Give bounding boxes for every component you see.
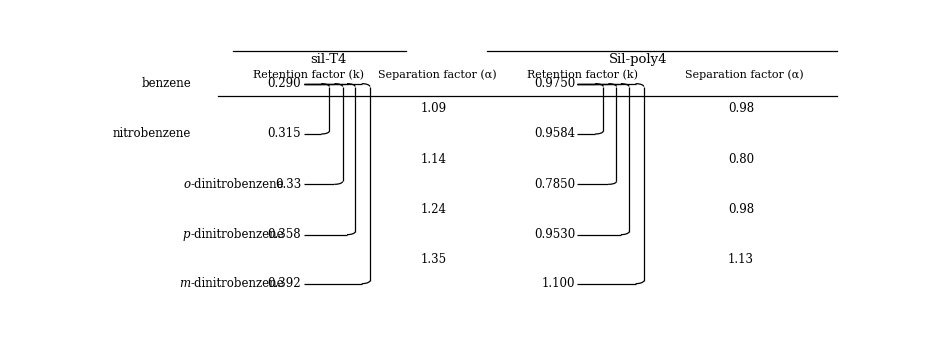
Text: sil-T4: sil-T4 [311,53,347,66]
Text: -dinitrobenzene: -dinitrobenzene [190,277,284,290]
Text: nitrobenzene: nitrobenzene [112,128,191,140]
Text: 0.9584: 0.9584 [534,128,576,140]
Text: 0.358: 0.358 [268,228,301,241]
Text: 0.315: 0.315 [268,128,301,140]
Text: 1.24: 1.24 [421,203,446,216]
Text: 1.35: 1.35 [421,252,446,266]
Text: 1.100: 1.100 [542,277,576,290]
Text: o: o [183,178,190,191]
Text: 1.13: 1.13 [728,252,754,266]
Text: m: m [179,277,190,290]
Text: 0.98: 0.98 [728,203,754,216]
Text: 0.9530: 0.9530 [534,228,576,241]
Text: 0.98: 0.98 [728,102,754,115]
Text: 1.14: 1.14 [421,153,446,166]
Text: 1.09: 1.09 [421,102,446,115]
Text: 0.9750: 0.9750 [534,77,576,90]
Text: Separation factor (α): Separation factor (α) [378,70,497,80]
Text: Separation factor (α): Separation factor (α) [685,70,804,80]
Text: Retention factor (k): Retention factor (k) [254,70,364,80]
Text: 0.7850: 0.7850 [534,178,576,191]
Text: 0.290: 0.290 [268,77,301,90]
Text: Sil-poly4: Sil-poly4 [609,53,667,66]
Text: 0.80: 0.80 [728,153,754,166]
Text: 0.33: 0.33 [276,178,301,191]
Text: -dinitrobenzene: -dinitrobenzene [190,228,284,241]
Text: 0.392: 0.392 [268,277,301,290]
Text: -dinitrobenzene: -dinitrobenzene [190,178,284,191]
Text: Retention factor (k): Retention factor (k) [527,70,638,80]
Text: p: p [182,228,190,241]
Text: benzene: benzene [142,77,191,90]
